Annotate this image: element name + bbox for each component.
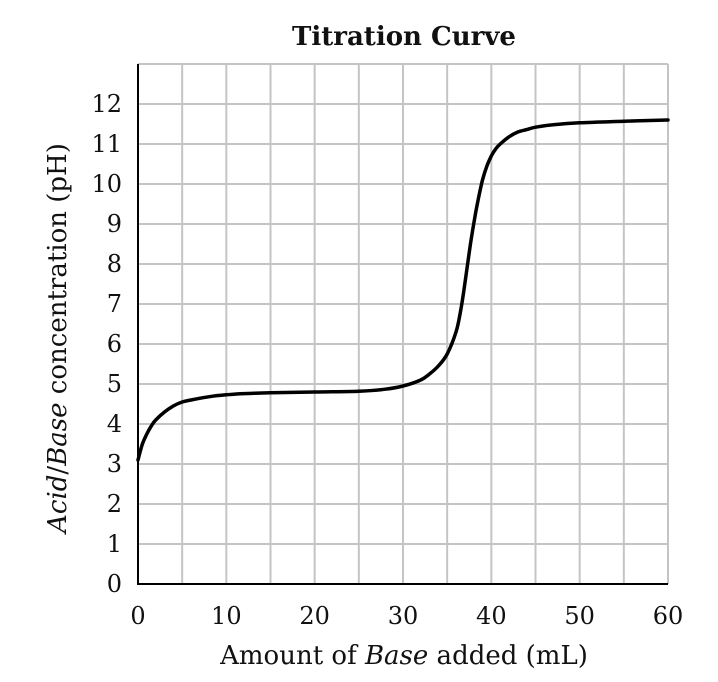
series-line-titration-curve [136, 118, 670, 462]
series-group [136, 118, 670, 462]
y-tick-label: 7 [107, 290, 122, 318]
grid [138, 63, 669, 584]
x-axis-label-part-2: Base [364, 641, 428, 671]
x-tick-labels: 0 10 20 30 40 50 60 [130, 602, 683, 630]
y-tick-label: 10 [91, 170, 122, 198]
x-axis-label: Amount of Base added (mL) [219, 641, 588, 671]
x-tick-label: 40 [476, 602, 507, 630]
x-axis-label-part-3: added (mL) [428, 641, 588, 671]
y-tick-label: 2 [107, 490, 122, 518]
x-tick-label: 20 [299, 602, 330, 630]
y-tick-label: 5 [107, 370, 122, 398]
y-tick-label: 3 [107, 450, 122, 478]
x-tick-label: 0 [130, 602, 145, 630]
y-tick-label: 4 [107, 410, 122, 438]
chart-title: Titration Curve [292, 22, 516, 52]
y-axis-label-part-2: / [43, 466, 73, 475]
x-tick-label: 60 [653, 602, 684, 630]
y-tick-label: 0 [107, 570, 122, 598]
x-tick-label: 30 [388, 602, 419, 630]
y-tick-label: 8 [107, 250, 122, 278]
y-axis-label-part-3: Base [43, 402, 73, 466]
y-tick-label: 1 [107, 530, 122, 558]
y-tick-label: 6 [107, 330, 122, 358]
x-axis-label-part-1: Amount of [219, 641, 365, 671]
y-axis-label: Acid/Base concentration (pH) [43, 143, 73, 535]
x-tick-label: 10 [211, 602, 242, 630]
axes [137, 64, 668, 585]
y-tick-label: 12 [91, 90, 122, 118]
x-tick-label: 50 [564, 602, 595, 630]
y-tick-label: 11 [91, 130, 122, 158]
y-tick-label: 9 [107, 210, 122, 238]
y-axis-label-part-4: concentration (pH) [43, 143, 73, 402]
y-axis-label-part-1: Acid [43, 475, 73, 535]
